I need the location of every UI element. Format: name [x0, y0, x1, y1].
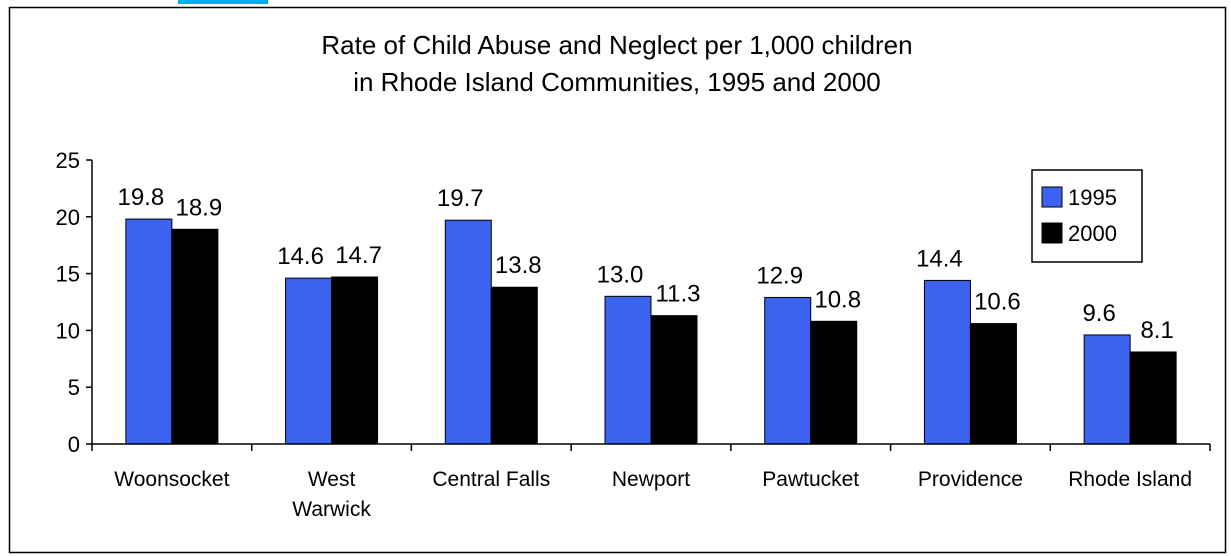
- y-tick-label: 5: [68, 375, 80, 400]
- legend-label-1995: 1995: [1068, 185, 1117, 210]
- bar-1995: [444, 219, 492, 445]
- bar-1995: [285, 277, 333, 445]
- data-label-2000: 8.1: [1140, 317, 1173, 344]
- bar-2000: [1129, 351, 1177, 445]
- x-category-label: West: [308, 468, 356, 491]
- x-category-label: Rhode Island: [1068, 468, 1192, 491]
- data-label-2000: 13.8: [495, 252, 542, 279]
- chart-title-line-1: Rate of Child Abuse and Neglect per 1,00…: [321, 30, 912, 60]
- bar-1995: [764, 296, 812, 445]
- data-label-1995: 13.0: [597, 261, 644, 288]
- x-category-label: Warwick: [292, 498, 371, 521]
- x-category-label: Central Falls: [432, 468, 550, 491]
- bar-2000: [650, 315, 698, 445]
- data-label-1995: 12.9: [756, 262, 803, 289]
- x-category-label: Woonsocket: [114, 468, 229, 491]
- bar-2000: [490, 286, 538, 445]
- bar-1995: [604, 295, 652, 445]
- y-tick-label: 25: [56, 148, 80, 173]
- legend: 1995 2000: [1031, 169, 1143, 263]
- data-label-2000: 11.3: [656, 281, 701, 308]
- bar-1995: [125, 218, 173, 445]
- bar-2000: [810, 320, 858, 445]
- y-tick-label: 20: [56, 205, 80, 230]
- x-axis: Woonsocket West Warwick Central Falls Newpor…: [91, 443, 1211, 521]
- bar-2000: [969, 323, 1017, 445]
- data-label-1995: 19.7: [437, 185, 484, 212]
- data-label-1995: 9.6: [1082, 300, 1115, 327]
- chart-border: [8, 6, 1227, 554]
- y-axis: 0 5 10 15 20 25: [56, 148, 93, 457]
- chart-title-line-2: in Rhode Island Communities, 1995 and 20…: [353, 67, 881, 97]
- data-label-1995: 14.4: [916, 245, 963, 272]
- y-tick-label: 15: [56, 262, 80, 287]
- top-cyan-fragment: [178, 0, 268, 4]
- data-label-2000: 10.8: [814, 286, 861, 313]
- data-label-1995: 19.8: [117, 184, 164, 211]
- x-category-label: Newport: [612, 468, 690, 491]
- y-tick-label: 10: [56, 318, 80, 343]
- data-labels: 19.8 18.9 14.6 14.7 19.7 13.8 13.0 11.3 12.9 10.8…: [117, 184, 1173, 344]
- legend-label-2000: 2000: [1068, 221, 1117, 246]
- bars: [125, 218, 1177, 445]
- data-label-2000: 10.6: [974, 289, 1021, 316]
- legend-swatch-1995: [1041, 186, 1063, 208]
- bar-2000: [171, 228, 219, 445]
- data-label-2000: 18.9: [175, 194, 222, 221]
- bar-1995: [1083, 334, 1131, 445]
- x-category-label: Providence: [918, 468, 1023, 491]
- data-label-2000: 14.7: [335, 242, 382, 269]
- x-category-label: Pawtucket: [762, 468, 859, 491]
- legend-swatch-2000: [1041, 222, 1063, 244]
- bar-1995: [923, 279, 971, 445]
- legend-box: [1031, 169, 1143, 263]
- data-label-1995: 14.6: [277, 243, 324, 270]
- bar-2000: [331, 276, 379, 445]
- y-tick-label: 0: [68, 432, 80, 457]
